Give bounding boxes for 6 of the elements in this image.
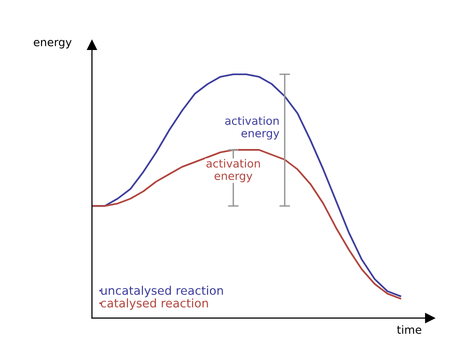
legend-label: uncatalysed reaction bbox=[101, 286, 223, 298]
legend-label: catalysed reaction bbox=[100, 298, 208, 310]
annotation: activation energy bbox=[225, 116, 280, 140]
annotation: activation energy bbox=[206, 159, 260, 182]
x-axis-title: time bbox=[397, 325, 422, 334]
y-axis-title: energy bbox=[34, 40, 72, 48]
